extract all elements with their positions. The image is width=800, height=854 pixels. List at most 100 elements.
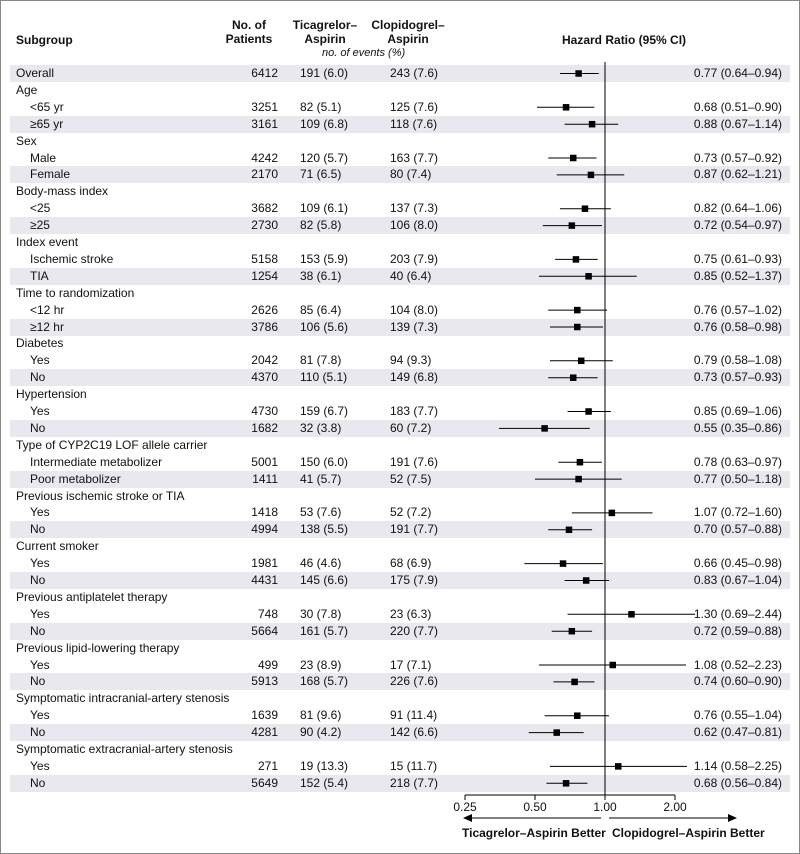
ticagrelor-events-cell: 106 (5.6)	[300, 319, 349, 334]
row-label: Previous ischemic stroke or TIA	[16, 488, 185, 503]
clopidogrel-events-cell: 23 (6.3)	[390, 606, 432, 621]
clopidogrel-events-cell: 118 (7.6)	[390, 116, 438, 131]
hazard-ratio-cell: 1.08 (0.52–2.23)	[693, 657, 782, 672]
hazard-ratio-cell: 0.76 (0.55–1.04)	[693, 708, 782, 723]
table-row: Overall 6412 191 (6.0) 243 (7.6) 0.77 (0.64–…	[10, 65, 790, 82]
table-row: Yes 748 30 (7.8) 23 (6.3) 1.30 (0.69–2.44)	[10, 606, 790, 623]
row-label: <25	[30, 201, 51, 216]
row-label: Overall	[16, 66, 55, 80]
row-label: Index event	[16, 235, 79, 249]
ticagrelor-events-cell: 85 (6.4)	[300, 302, 342, 317]
ticagrelor-events-cell: 150 (6.0)	[300, 454, 349, 469]
table-row: No 4281 90 (4.2) 142 (6.6) 0.62 (0.47–0.81)	[10, 724, 790, 742]
ticagrelor-events-cell: 38 (6.1)	[300, 268, 342, 283]
right-favor-label: Clopidogrel–Aspirin Better	[612, 826, 765, 840]
ticagrelor-events-cell: 159 (6.7)	[300, 404, 349, 418]
ticagrelor-events-cell: 82 (5.8)	[300, 218, 342, 233]
row-label: ≥12 hr	[30, 319, 64, 334]
patients-cell: 4994	[251, 522, 278, 537]
row-label: Diabetes	[16, 336, 64, 351]
row-label: Intermediate metabolizer	[30, 454, 163, 469]
clopidogrel-events-cell: 80 (7.4)	[390, 167, 432, 182]
table-row: No 1682 32 (3.8) 60 (7.2) 0.55 (0.35–0.86)	[10, 419, 790, 437]
patients-header: No. of Patients	[214, 18, 284, 46]
ticagrelor-events-cell: 145 (6.6)	[300, 573, 349, 587]
patients-header-line1: No. of	[232, 18, 266, 32]
subgroup-heading-row: Diabetes	[10, 335, 790, 352]
row-label: Yes	[30, 758, 50, 773]
row-label: TIA	[30, 268, 49, 283]
table-row: Poor metabolizer 1411 41 (5.7) 52 (7.5) 0.77…	[10, 470, 790, 488]
row-label: Female	[30, 167, 71, 182]
row-label: ≥65 yr	[30, 116, 64, 131]
hazard-ratio-cell: 1.30 (0.69–2.44)	[693, 606, 782, 621]
hazard-ratio-cell: 0.66 (0.45–0.98)	[693, 556, 782, 571]
row-label: No	[30, 370, 46, 385]
ticagrelor-events-cell: 30 (7.8)	[300, 606, 342, 621]
clopidogrel-events-cell: 104 (8.0)	[390, 302, 439, 317]
subgroup-heading-row: Index event	[10, 234, 790, 251]
hazard-ratio-cell: 0.72 (0.59–0.88)	[693, 623, 782, 638]
subgroup-heading-row: Sex	[10, 133, 790, 150]
clopidogrel-events-cell: 17 (7.1)	[390, 657, 432, 672]
left-favor-label: Ticagrelor–Aspirin Better	[462, 826, 606, 840]
clopidogrel-header-line2: Aspirin	[387, 32, 429, 46]
row-label: Body-mass index	[16, 184, 109, 199]
hazard-ratio-cell: 0.85 (0.52–1.37)	[693, 268, 782, 283]
hazard-ratio-cell: 0.73 (0.57–0.93)	[693, 370, 782, 385]
row-label: Time to randomization	[16, 285, 135, 300]
table-row: <25 3682 109 (6.1) 137 (7.3) 0.82 (0.64–1.06…	[10, 200, 790, 217]
subgroup-heading-row: Type of CYP2C19 LOF allele carrier	[10, 437, 790, 454]
row-label: No	[30, 775, 46, 790]
clopidogrel-events-cell: 94 (9.3)	[390, 353, 432, 368]
ticagrelor-events-cell: 109 (6.8)	[300, 116, 349, 131]
table-row: No 5664 161 (5.7) 220 (7.7) 0.72 (0.59–0.88)	[10, 622, 790, 640]
table-row: No 4994 138 (5.5) 191 (7.7) 0.70 (0.57–0.88)	[10, 521, 790, 539]
ticagrelor-events-cell: 71 (6.5)	[300, 167, 342, 182]
hazard-ratio-cell: 0.85 (0.69–1.06)	[693, 404, 782, 418]
row-label: Yes	[30, 353, 50, 368]
ticagrelor-header-line1: Ticagrelor–	[292, 18, 358, 32]
patients-cell: 3251	[251, 99, 278, 114]
clopidogrel-events-cell: 40 (6.4)	[390, 268, 432, 283]
row-label: Previous lipid-lowering therapy	[16, 640, 180, 655]
ticagrelor-events-cell: 168 (5.7)	[300, 674, 349, 689]
subgroup-heading-row: Hypertension	[10, 386, 790, 403]
row-label: Hypertension	[16, 387, 87, 402]
row-label: Yes	[30, 556, 50, 571]
table-row: Yes 2042 81 (7.8) 94 (9.3) 0.79 (0.58–1.08)	[10, 352, 790, 369]
table-row: Yes 1639 81 (9.6) 91 (11.4) 0.76 (0.55–1.04)	[10, 707, 790, 724]
ticagrelor-events-cell: 32 (3.8)	[300, 420, 342, 435]
ticagrelor-header-line2: Aspirin	[304, 32, 346, 46]
subgroup-heading-row: Previous lipid-lowering therapy	[10, 640, 790, 657]
table-row: ≥65 yr 3161 109 (6.8) 118 (7.6) 0.88 (0.67–1…	[10, 115, 790, 133]
ticagrelor-events-cell: 110 (5.1)	[300, 370, 348, 385]
row-label: No	[30, 522, 46, 537]
row-label: No	[30, 623, 46, 638]
hazard-ratio-cell: 0.68 (0.56–0.84)	[693, 775, 782, 790]
clopidogrel-events-cell: 175 (7.9)	[390, 573, 439, 587]
ticagrelor-events-cell: 153 (5.9)	[300, 251, 349, 266]
clopidogrel-events-cell: 68 (6.9)	[390, 556, 432, 571]
table-row: No 5913 168 (5.7) 226 (7.6) 0.74 (0.60–0.90)	[10, 673, 790, 691]
ticagrelor-events-cell: 152 (5.4)	[300, 775, 349, 790]
table-row: ≥12 hr 3786 106 (5.6) 139 (7.3) 0.76 (0.58–0…	[10, 318, 790, 336]
table-row: Intermediate metabolizer 5001 150 (6.0) 191…	[10, 454, 790, 471]
clopidogrel-events-cell: 142 (6.6)	[390, 725, 439, 740]
patients-cell: 4431	[251, 573, 278, 587]
row-label: Yes	[30, 657, 50, 672]
patients-cell: 4730	[251, 404, 278, 418]
clopidogrel-events-cell: 52 (7.5)	[390, 471, 432, 486]
row-label: Yes	[30, 606, 50, 621]
hazard-ratio-cell: 0.82 (0.64–1.06)	[693, 201, 782, 216]
table-row: Yes 1418 53 (7.6) 52 (7.2) 1.07 (0.72–1.60)	[10, 504, 790, 521]
row-label: Age	[16, 82, 38, 97]
ticagrelor-events-cell: 82 (5.1)	[300, 99, 342, 114]
clopidogrel-events-cell: 183 (7.7)	[390, 404, 439, 418]
patients-cell: 1411	[252, 471, 278, 486]
patients-cell: 499	[257, 657, 278, 672]
row-label: Type of CYP2C19 LOF allele carrier	[16, 437, 208, 452]
table-row: ≥25 2730 82 (5.8) 106 (8.0) 0.72 (0.54–0.97)	[10, 217, 790, 235]
hazard-ratio-cell: 0.62 (0.47–0.81)	[693, 725, 782, 740]
subgroup-heading-row: Symptomatic intracranial-artery stenosis	[10, 690, 790, 707]
